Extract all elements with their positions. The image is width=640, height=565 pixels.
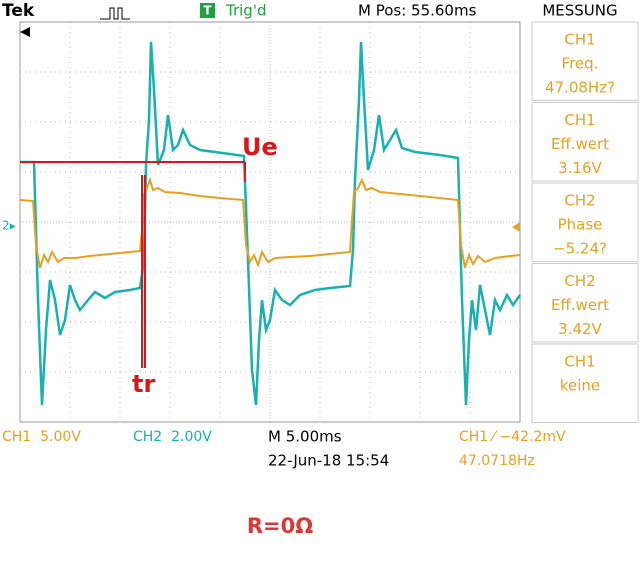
measurement-channel: CH2 bbox=[564, 272, 595, 290]
timebase: M 5.00ms bbox=[268, 428, 342, 446]
measurement-channel: CH2 bbox=[564, 192, 595, 210]
ch2-ground-marker: 2▸ bbox=[2, 219, 16, 233]
annotation-lines bbox=[20, 161, 246, 368]
measurement-box bbox=[531, 343, 639, 423]
position: M Pos: 55.60ms bbox=[358, 2, 477, 20]
measurement-box bbox=[531, 102, 639, 182]
measurement-box bbox=[531, 182, 639, 262]
annotation-ue: Ue bbox=[242, 133, 278, 161]
ch2-scale: CH2 2.00V bbox=[133, 429, 212, 445]
acquisition-icon bbox=[100, 7, 130, 20]
measurement-box bbox=[531, 263, 639, 343]
ch1-trace bbox=[19, 176, 521, 269]
graticule bbox=[20, 22, 520, 422]
measurement-channel: CH1 bbox=[564, 353, 595, 371]
trigger-position-marker bbox=[20, 27, 30, 37]
measurement-value: 47.08Hz? bbox=[545, 79, 615, 97]
measurement-value: −5.24? bbox=[553, 240, 607, 258]
measurement-label: Eff.wert bbox=[551, 135, 609, 153]
measurement-label: Freq. bbox=[562, 55, 599, 73]
measurement-value: 3.42V bbox=[558, 320, 602, 338]
trigger-setting: CH1 ⁄ −42.2mV bbox=[459, 429, 566, 445]
trigger-icon: T bbox=[203, 4, 212, 18]
measurement-label: keine bbox=[560, 377, 600, 395]
menu-title: MESSUNG bbox=[542, 2, 617, 20]
trigger-icon-box bbox=[200, 3, 215, 18]
measurement-value: 3.16V bbox=[558, 159, 602, 177]
measurement-label: Eff.wert bbox=[551, 296, 609, 314]
caption: R=0Ω bbox=[247, 514, 313, 538]
brand: Tek bbox=[2, 1, 35, 21]
annotation-tr: tr bbox=[132, 370, 155, 398]
measurement-channel: CH1 bbox=[564, 31, 595, 49]
measurement-label: Phase bbox=[558, 216, 603, 234]
ch1-scale: CH1 5.00V bbox=[2, 429, 81, 445]
measurement-channel: CH1 bbox=[564, 111, 595, 129]
datetime: 22-Jun-18 15:54 bbox=[268, 452, 389, 470]
trigger-frequency: 47.0718Hz bbox=[459, 453, 535, 469]
measurement-box bbox=[531, 21, 639, 101]
trigger-level-marker bbox=[512, 222, 520, 232]
trigger-state: Trig'd bbox=[225, 2, 266, 20]
measurement-panel: CH1 Freq. 47.08Hz? CH1 Eff.wert 3.16V CH2 Phase… bbox=[531, 21, 639, 423]
